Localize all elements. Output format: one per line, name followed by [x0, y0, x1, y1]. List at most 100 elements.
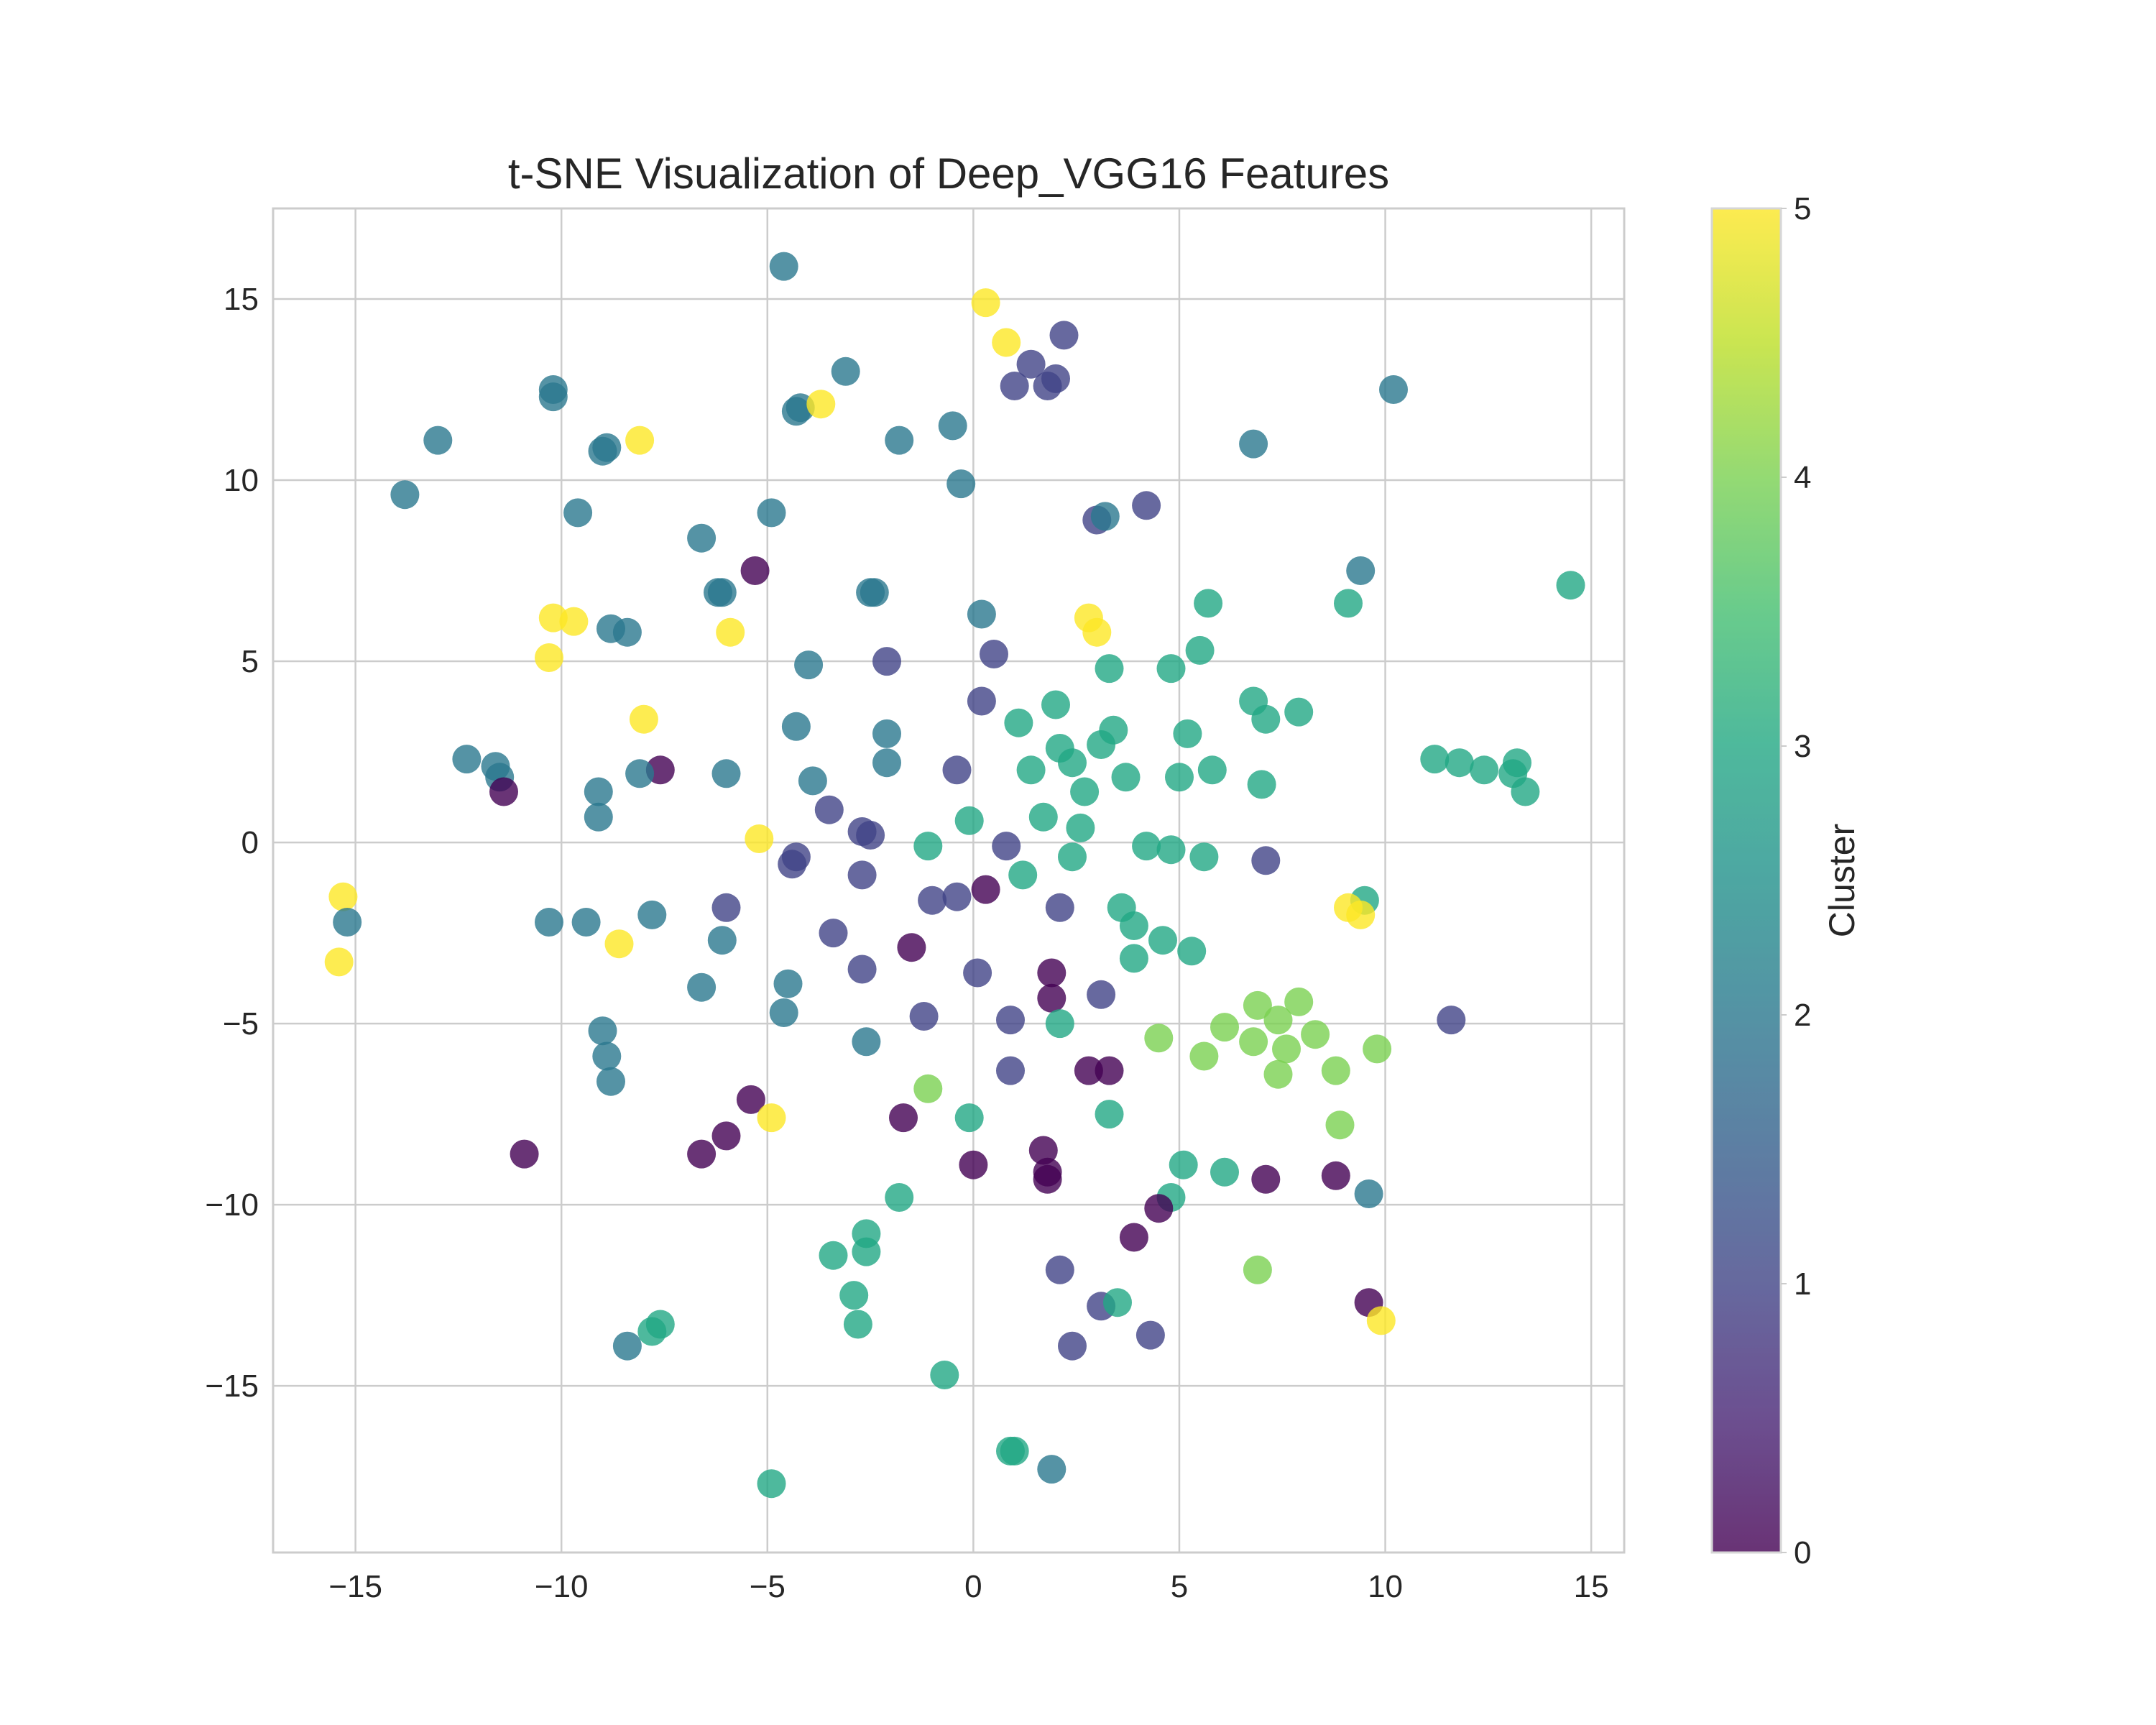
- scatter-point: [535, 908, 563, 937]
- scatter-point: [1363, 1034, 1392, 1064]
- scatter-point: [629, 704, 658, 734]
- colorbar-tick-label: 4: [1794, 460, 1811, 495]
- scatter-point: [872, 748, 901, 778]
- scatter-point: [1239, 429, 1268, 459]
- scatter-point: [954, 806, 984, 835]
- scatter-point: [1095, 654, 1124, 684]
- scatter-point: [563, 498, 593, 528]
- scatter-point: [1066, 813, 1095, 842]
- scatter-point: [1058, 748, 1087, 778]
- scatter-point: [1090, 502, 1120, 531]
- scatter-point: [1185, 635, 1215, 665]
- scatter-point: [1156, 654, 1186, 684]
- scatter-point: [1119, 1223, 1148, 1252]
- scatter-point: [1037, 1455, 1067, 1484]
- scatter-point: [1173, 719, 1202, 748]
- scatter-point: [736, 1085, 765, 1114]
- scatter-point: [996, 1006, 1025, 1035]
- colorbar-tick-label: 3: [1794, 729, 1811, 764]
- scatter-point: [588, 436, 617, 466]
- scatter-point: [757, 1469, 786, 1499]
- colorbar-ticks: 0 1 2 3 4 5: [1781, 191, 1811, 1570]
- scatter-point: [913, 1074, 943, 1103]
- y-tick-label: −10: [205, 1187, 259, 1223]
- scatter-point: [1082, 617, 1112, 647]
- scatter-point: [1074, 1056, 1103, 1085]
- y-tick-label: −5: [223, 1006, 259, 1041]
- scatter-point: [885, 1183, 914, 1212]
- x-tick-label: −5: [750, 1569, 786, 1604]
- scatter-point: [1087, 980, 1116, 1009]
- scatter-point: [819, 1241, 848, 1270]
- scatter-point: [909, 1002, 939, 1031]
- scatter-point: [538, 382, 568, 412]
- scatter-point: [1132, 832, 1161, 861]
- scatter-point: [918, 886, 947, 915]
- scatter-point: [992, 832, 1021, 861]
- scatter-point: [1194, 589, 1223, 618]
- scatter-point: [1445, 748, 1474, 778]
- scatter-point: [1420, 745, 1450, 774]
- scatter-point: [1008, 860, 1038, 890]
- scatter-point: [625, 426, 655, 455]
- scatter-point: [1366, 1306, 1396, 1335]
- scatter-point: [963, 958, 992, 988]
- scatter-point: [716, 617, 745, 647]
- y-tick-label: 5: [241, 644, 259, 679]
- scatter-point: [980, 640, 1008, 668]
- scatter-point: [1045, 1009, 1074, 1039]
- scatter-point: [740, 556, 770, 585]
- colorbar: [1710, 207, 1782, 1554]
- scatter-point: [794, 650, 824, 680]
- colorbar-tick-label: 2: [1794, 998, 1811, 1033]
- scatter-point: [1037, 983, 1067, 1013]
- scatter-point: [843, 1310, 872, 1339]
- scatter-point: [584, 777, 613, 806]
- scatter-point: [1041, 690, 1070, 719]
- scatter-point: [769, 998, 798, 1027]
- scatter-point: [687, 523, 717, 553]
- scatter-point: [1239, 1027, 1268, 1057]
- scatter-point: [604, 929, 634, 959]
- x-tick-label: 0: [964, 1569, 982, 1604]
- scatter-point: [889, 1103, 918, 1133]
- scatter-point: [687, 972, 717, 1002]
- scatter-point: [831, 356, 860, 386]
- x-tick-label: −10: [535, 1569, 589, 1604]
- scatter-point: [1045, 893, 1074, 922]
- x-tick-label: 5: [1171, 1569, 1188, 1604]
- scatter-point: [1511, 777, 1540, 806]
- scatter-point: [872, 647, 901, 676]
- scatter-point: [1251, 704, 1281, 734]
- scatter-point: [769, 252, 798, 281]
- scatter-point: [711, 1121, 741, 1151]
- scatter-point: [1470, 755, 1499, 785]
- scatter-point: [1379, 375, 1408, 404]
- scatter-point: [1049, 321, 1079, 350]
- x-tick-label: 15: [1574, 1569, 1609, 1604]
- scatter-point: [612, 617, 642, 647]
- scatter-point: [1177, 937, 1207, 966]
- scatter-point: [1197, 755, 1227, 785]
- scatter-point: [1095, 1056, 1124, 1085]
- scatter-point: [1503, 748, 1531, 778]
- scatter-point: [1346, 900, 1376, 929]
- x-axis-ticks: −15 −10 −5 0 5 10 15: [328, 1569, 1608, 1604]
- scatter-point: [423, 426, 453, 455]
- colorbar-label: Cluster: [1822, 824, 1862, 937]
- scatter-point: [1247, 770, 1276, 799]
- scatter-point: [1135, 1320, 1165, 1350]
- scatter-point: [1437, 1006, 1466, 1035]
- scatter-point: [1272, 1034, 1301, 1064]
- plot-frame: [272, 207, 1626, 1554]
- scatter-point: [745, 824, 774, 853]
- scatter-point: [781, 397, 811, 426]
- scatter-point: [847, 954, 877, 984]
- scatter-point: [1000, 1436, 1029, 1466]
- scatter-point: [1243, 990, 1272, 1020]
- scatter-point: [819, 919, 848, 948]
- scatter-point: [1028, 802, 1058, 832]
- scatter-point: [930, 1361, 959, 1389]
- scatter-point: [510, 1139, 539, 1169]
- plot-area: [273, 208, 1624, 1552]
